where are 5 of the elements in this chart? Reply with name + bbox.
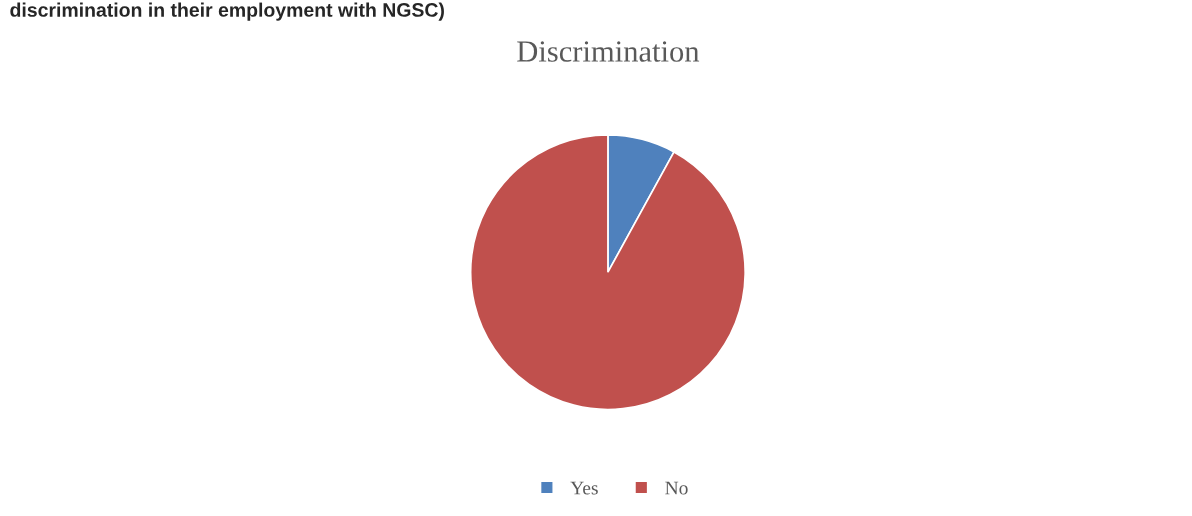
legend-label: Yes [570, 481, 598, 495]
pie-slice [469, 134, 746, 411]
legend-label: No [665, 481, 688, 495]
chart-title: Discrimination [517, 41, 700, 62]
text: discrimination in their employment with NGSC) [10, 2, 444, 21]
